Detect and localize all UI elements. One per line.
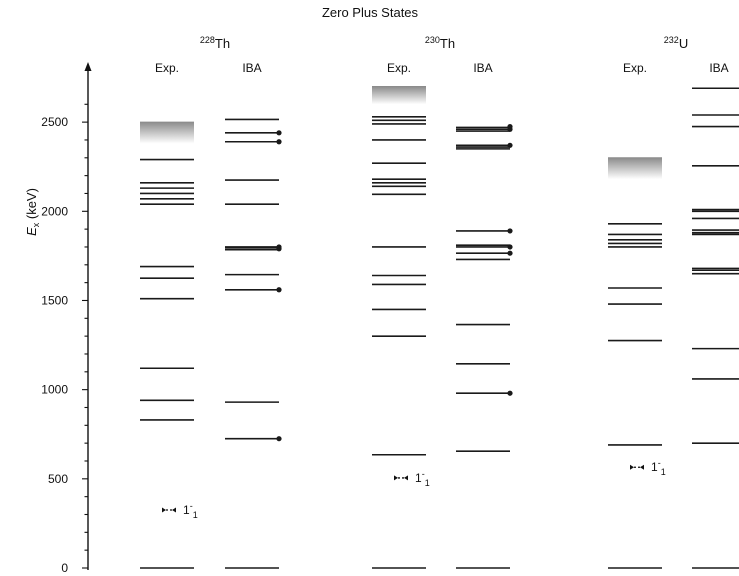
y-axis: 0 500 1000 1500 2000 2500 xyxy=(41,62,92,575)
level-endpoint-dot xyxy=(507,390,513,396)
marker-label-sub: 1 xyxy=(425,478,430,488)
y-tick-label: 500 xyxy=(48,472,68,486)
nucleus-mass: 232 xyxy=(664,35,679,45)
column-iba: IBA xyxy=(225,61,282,569)
y-axis-title-unit: (keV) xyxy=(24,188,39,223)
column-label: Exp. xyxy=(623,61,647,75)
marker-label-main: 1 xyxy=(183,503,190,517)
level-endpoint-dot xyxy=(276,139,282,145)
marker-arrow-left xyxy=(394,475,398,481)
continuum-shading xyxy=(608,157,662,180)
nucleus-element: Th xyxy=(440,36,455,51)
marker-label-main: 1 xyxy=(651,460,658,474)
marker-label: 1-1 xyxy=(415,469,430,488)
marker-arrow-left xyxy=(162,507,166,513)
column-iba: IBA xyxy=(692,61,739,569)
negative-parity-marker: 1-1 xyxy=(630,458,666,477)
nucleus-panel-230th: 230Th Exp. 1-1 IBA xyxy=(372,35,513,569)
y-tick-label: 1000 xyxy=(41,383,68,397)
marker-arrow-right xyxy=(404,475,408,481)
marker-label-sub: 1 xyxy=(661,467,666,477)
nucleus-mass: 228 xyxy=(200,35,215,45)
y-axis-arrow xyxy=(84,62,92,71)
y-axis-label: Ex (keV) xyxy=(24,188,41,236)
negative-parity-marker: 1-1 xyxy=(162,501,198,520)
level-endpoint-dot xyxy=(507,123,513,130)
marker-label-sup: - xyxy=(658,458,661,468)
column-iba: IBA xyxy=(456,61,513,569)
column-label: IBA xyxy=(242,61,261,75)
nuclei-panels: 228ThExp.1-1IBA230ThExp.1-1IBA232UExp.1-… xyxy=(140,35,739,569)
y-axis-title: Ex (keV) xyxy=(24,188,41,236)
level-endpoint-dot xyxy=(507,142,513,148)
level-endpoint-dot xyxy=(507,244,513,250)
column-label: Exp. xyxy=(387,61,411,75)
marker-arrow-right xyxy=(640,464,644,470)
level-endpoint-dot xyxy=(507,250,513,256)
column-exp: Exp. 1-1 xyxy=(372,61,430,569)
marker-label: 1-1 xyxy=(651,458,666,477)
level-endpoint-dot xyxy=(276,130,282,136)
nucleus-label: 230Th xyxy=(425,35,455,51)
y-tick-label: 2000 xyxy=(41,204,68,218)
y-tick-label: 1500 xyxy=(41,293,68,307)
marker-label-sub: 1 xyxy=(193,510,198,520)
marker-arrow-left xyxy=(630,464,634,470)
nucleus-element: U xyxy=(679,36,688,51)
column-label: Exp. xyxy=(155,61,179,75)
column-label: IBA xyxy=(473,61,492,75)
level-endpoint-dot xyxy=(276,244,282,250)
y-tick-label: 0 xyxy=(61,561,68,575)
continuum-shading xyxy=(372,86,426,105)
nucleus-label: 232U xyxy=(664,35,688,51)
y-axis-title-symbol: E xyxy=(24,227,39,236)
nucleus-element: Th xyxy=(215,36,230,51)
nucleus-panel-232u: 232U Exp. 1-1 IBA xyxy=(608,35,739,569)
level-endpoint-dot xyxy=(276,287,282,293)
continuum-shading xyxy=(140,122,194,144)
figure-title: Zero Plus States xyxy=(322,5,419,20)
nucleus-label: 228Th xyxy=(200,35,230,51)
marker-label-sup: - xyxy=(422,469,425,479)
level-endpoint-dot xyxy=(276,436,282,442)
column-exp: Exp. 1-1 xyxy=(608,61,666,569)
nucleus-mass: 230 xyxy=(425,35,440,45)
y-tick-label: 2500 xyxy=(41,115,68,129)
marker-arrow-right xyxy=(172,507,176,513)
level-endpoint-dot xyxy=(507,228,513,234)
negative-parity-marker: 1-1 xyxy=(394,469,430,488)
marker-label-main: 1 xyxy=(415,471,422,485)
column-exp: Exp. 1-1 xyxy=(140,61,198,569)
y-axis-title-subscript: x xyxy=(31,222,41,227)
column-label: IBA xyxy=(709,61,728,75)
marker-label-sup: - xyxy=(190,501,193,511)
marker-label: 1-1 xyxy=(183,501,198,520)
nucleus-panel-228th: 228Th Exp. 1-1 IBA xyxy=(140,35,282,569)
